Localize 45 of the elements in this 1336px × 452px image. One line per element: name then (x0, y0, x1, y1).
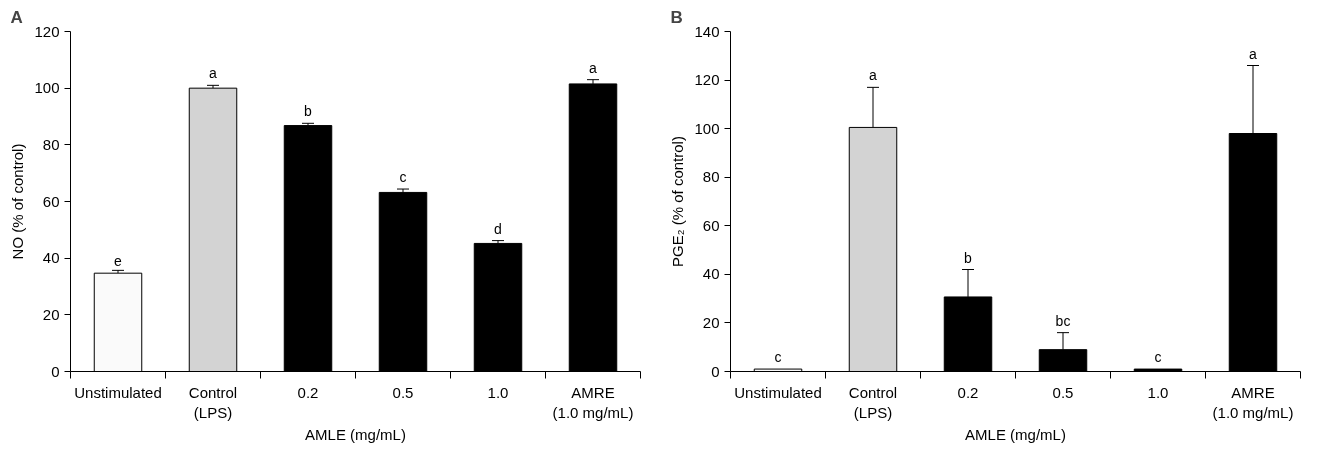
x-tick-label: 1.0 (487, 383, 509, 401)
x-tick-label: AMRE (1.0 mg/mL) (1212, 383, 1294, 421)
y-axis-title: PGE₂ (% of control) (669, 136, 687, 267)
chart-title: A (10, 7, 23, 27)
y-tick-label: 60 (702, 216, 720, 234)
annotation: d (494, 220, 502, 237)
y-tick-label: 60 (42, 192, 60, 210)
y-tick-label: 120 (34, 22, 60, 40)
y-tick-label: 20 (42, 305, 60, 323)
annotation: b (304, 103, 313, 120)
annotation: e (114, 253, 123, 270)
annotation: bc (1055, 312, 1071, 329)
x-tick-label: Control (LPS) (848, 383, 898, 421)
y-tick-label: 20 (702, 313, 720, 331)
x-tick-label: AMRE (1.0 mg/mL) (552, 383, 634, 421)
annotation: c (774, 349, 782, 366)
y-axis-title: NO (% of control) (9, 143, 27, 260)
y-tick-label: 40 (42, 249, 60, 267)
annotation: a (209, 65, 218, 82)
annotation: b (964, 249, 973, 266)
y-tick-label: 0 (711, 362, 720, 380)
y-tick-label: 0 (51, 362, 60, 380)
x-tick-label: 1.0 (1147, 383, 1169, 401)
y-tick-label: 140 (694, 22, 720, 40)
annotation: c (399, 169, 407, 186)
y-tick-label: 80 (42, 135, 60, 153)
y-tick-label: 100 (34, 79, 60, 97)
x-tick-label: 0.5 (1052, 383, 1074, 401)
y-tick-label: 40 (702, 265, 720, 283)
x-axis-title: AMLE (mg/mL) (305, 425, 406, 443)
chart-title: B (670, 7, 683, 27)
x-tick-label: Unstimulated (734, 383, 822, 401)
annotation: a (589, 59, 598, 76)
annotation: a (1249, 45, 1258, 62)
y-tick-label: 80 (702, 168, 720, 186)
y-tick-label: 120 (694, 71, 720, 89)
annotation: a (869, 67, 878, 84)
y-tick-label: 100 (694, 119, 720, 137)
x-tick-label: 0.2 (297, 383, 319, 401)
x-tick-label: 0.2 (957, 383, 979, 401)
annotation: c (1154, 349, 1162, 366)
x-tick-label: Unstimulated (74, 383, 162, 401)
x-tick-label: Control (LPS) (188, 383, 238, 421)
x-axis-title: AMLE (mg/mL) (965, 425, 1066, 443)
x-tick-label: 0.5 (392, 383, 414, 401)
